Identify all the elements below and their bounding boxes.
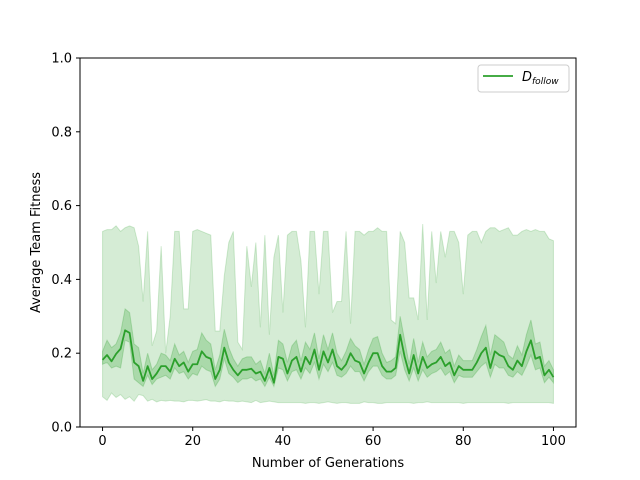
plot-area <box>101 224 555 404</box>
y-tick-label: 0.4 <box>51 273 72 288</box>
legend-label-main: D <box>522 70 532 85</box>
x-tick-label: 60 <box>365 434 382 449</box>
series-line <box>101 329 555 384</box>
x-axis-label: Number of Generations <box>252 456 405 471</box>
x-tick-label: 80 <box>455 434 472 449</box>
x-tick-label: 100 <box>541 434 566 449</box>
legend-box <box>477 64 570 93</box>
x-axis-ticks: 0 20 40 60 80 100 <box>98 427 566 449</box>
y-axis-ticks: 0.0 0.2 0.4 0.6 0.8 1.0 <box>51 52 80 436</box>
y-tick-label: 0.0 <box>51 421 72 436</box>
inner-band-area <box>102 307 554 388</box>
legend: Dfollow <box>477 64 570 93</box>
legend-label-subscript: follow <box>532 77 559 87</box>
axes-frame <box>79 57 577 428</box>
x-tick-label: 20 <box>184 434 201 449</box>
x-tick-label: 40 <box>275 434 292 449</box>
legend-label: Dfollow <box>522 70 559 87</box>
y-tick-label: 0.6 <box>51 199 72 214</box>
y-tick-label: 0.8 <box>51 125 72 140</box>
y-tick-label: 1.0 <box>51 52 72 67</box>
y-tick-label: 0.2 <box>51 347 72 362</box>
y-axis-label: Average Team Fitness <box>29 172 44 313</box>
x-tick-label: 0 <box>98 434 106 449</box>
